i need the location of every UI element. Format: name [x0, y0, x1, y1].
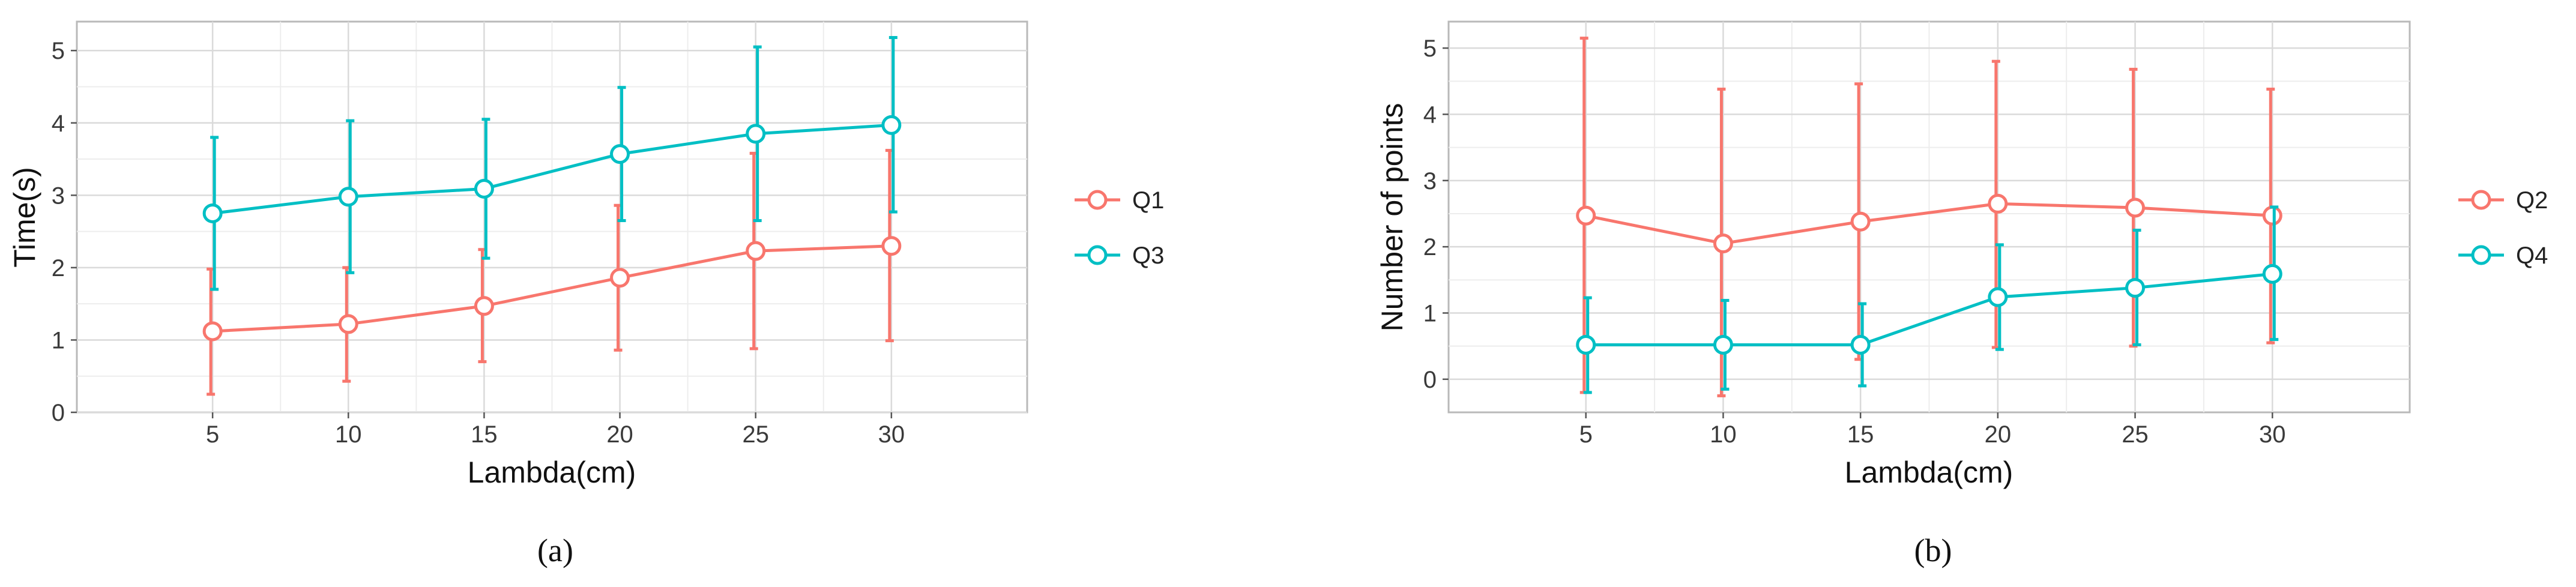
data-point-q4 — [1576, 334, 1596, 355]
data-point-q2 — [1576, 205, 1596, 226]
x-tick-label: 30 — [2259, 421, 2286, 448]
data-point-q3 — [610, 144, 630, 164]
data-point-q4 — [1850, 334, 1871, 355]
x-ticks-a: 5 10 15 20 25 30 — [206, 412, 905, 448]
legend-label-q4: Q4 — [2516, 242, 2548, 269]
legend-b: Q2 Q4 — [2458, 187, 2548, 269]
data-point-q3 — [338, 187, 358, 207]
series-marks-b — [1576, 37, 2282, 397]
y-ticks-b: 0 1 2 3 4 5 — [1423, 35, 1449, 393]
chart-panel-b: 5 10 15 20 25 30 0 1 2 3 4 5 Lambda(cm) Number of … — [1375, 20, 2548, 568]
x-tick-label: 5 — [206, 421, 219, 448]
series-line-q4 — [1585, 272, 2273, 346]
data-point-q1 — [338, 314, 358, 334]
data-point-q1 — [610, 268, 630, 288]
series-line-q3 — [212, 123, 892, 215]
x-tick-label: 25 — [2122, 421, 2149, 448]
data-point-q2 — [2125, 197, 2146, 218]
y-tick-label: 0 — [52, 400, 65, 426]
y-tick-label: 5 — [52, 38, 65, 64]
data-point-q2 — [1988, 193, 2008, 214]
y-tick-label: 0 — [1423, 367, 1437, 393]
y-tick-label: 3 — [1423, 168, 1437, 194]
data-point-q1 — [746, 241, 766, 261]
y-tick-label: 1 — [1423, 300, 1437, 327]
legend-key-point-q4 — [2471, 245, 2491, 265]
data-point-q3 — [746, 124, 766, 144]
data-point-q3 — [474, 178, 494, 199]
y-axis-title-b: Number of points — [1375, 103, 1409, 332]
data-point-q3 — [881, 115, 902, 135]
data-point-q4 — [2125, 278, 2146, 298]
data-point-q4 — [2262, 263, 2282, 284]
data-point-q2 — [1850, 211, 1871, 232]
legend-key-point-q2 — [2471, 190, 2491, 210]
y-tick-label: 5 — [1423, 35, 1437, 62]
series-line-q2 — [1585, 202, 2273, 245]
y-axis-title-a: Time(s) — [8, 167, 41, 268]
x-tick-label: 30 — [878, 421, 905, 448]
x-tick-label: 25 — [742, 421, 769, 448]
series-line-q1 — [213, 244, 891, 333]
legend-label-q3: Q3 — [1132, 242, 1164, 269]
series-marks-a — [202, 36, 902, 396]
x-tick-label: 15 — [471, 421, 498, 448]
y-tick-label: 2 — [1423, 234, 1437, 260]
x-axis-title-a: Lambda(cm) — [468, 456, 636, 489]
y-tick-label: 4 — [1423, 101, 1437, 128]
data-point-q4 — [1713, 334, 1733, 355]
x-ticks-b: 5 10 15 20 25 30 — [1579, 412, 2286, 448]
data-point-q3 — [202, 203, 223, 223]
legend-key-point-q3 — [1087, 245, 1108, 265]
x-tick-label: 10 — [1710, 421, 1737, 448]
legend-key-point-q1 — [1087, 190, 1108, 210]
chart-panel-a: 5 10 15 20 25 30 0 1 2 3 4 5 Lambda(cm) Time(s) Q1… — [8, 20, 1164, 568]
x-tick-label: 20 — [606, 421, 633, 448]
y-tick-label: 2 — [52, 255, 65, 281]
y-ticks-a: 0 1 2 3 4 5 — [52, 38, 77, 426]
x-tick-label: 10 — [335, 421, 362, 448]
y-tick-label: 3 — [52, 182, 65, 209]
x-tick-label: 15 — [1847, 421, 1874, 448]
y-tick-label: 1 — [52, 327, 65, 354]
legend-label-q2: Q2 — [2516, 187, 2548, 214]
panel-label-a: (a) — [537, 532, 573, 568]
grid-a — [77, 22, 1027, 414]
x-tick-label: 20 — [1985, 421, 2012, 448]
data-point-q2 — [2262, 205, 2282, 226]
data-point-q4 — [1988, 287, 2008, 307]
y-tick-label: 4 — [52, 110, 65, 137]
legend-a: Q1 Q3 — [1075, 187, 1164, 269]
data-point-q1 — [202, 321, 223, 342]
panel-label-b: (b) — [1914, 532, 1952, 568]
legend-label-q1: Q1 — [1132, 187, 1164, 214]
data-point-q1 — [881, 236, 902, 256]
x-axis-title-b: Lambda(cm) — [1845, 456, 2013, 489]
data-point-q2 — [1713, 233, 1733, 254]
x-tick-label: 5 — [1579, 421, 1593, 448]
data-point-q1 — [474, 296, 494, 316]
